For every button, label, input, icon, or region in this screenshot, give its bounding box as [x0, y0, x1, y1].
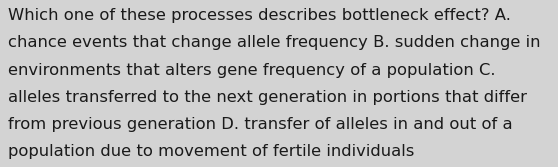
Text: from previous generation D. transfer of alleles in and out of a: from previous generation D. transfer of … — [8, 117, 512, 132]
Text: environments that alters gene frequency of a population C.: environments that alters gene frequency … — [8, 62, 496, 77]
Text: population due to movement of fertile individuals: population due to movement of fertile in… — [8, 144, 414, 159]
Text: alleles transferred to the next generation in portions that differ: alleles transferred to the next generati… — [8, 90, 527, 105]
Text: Which one of these processes describes bottleneck effect? A.: Which one of these processes describes b… — [8, 8, 511, 23]
Text: chance events that change allele frequency B. sudden change in: chance events that change allele frequen… — [8, 35, 540, 50]
